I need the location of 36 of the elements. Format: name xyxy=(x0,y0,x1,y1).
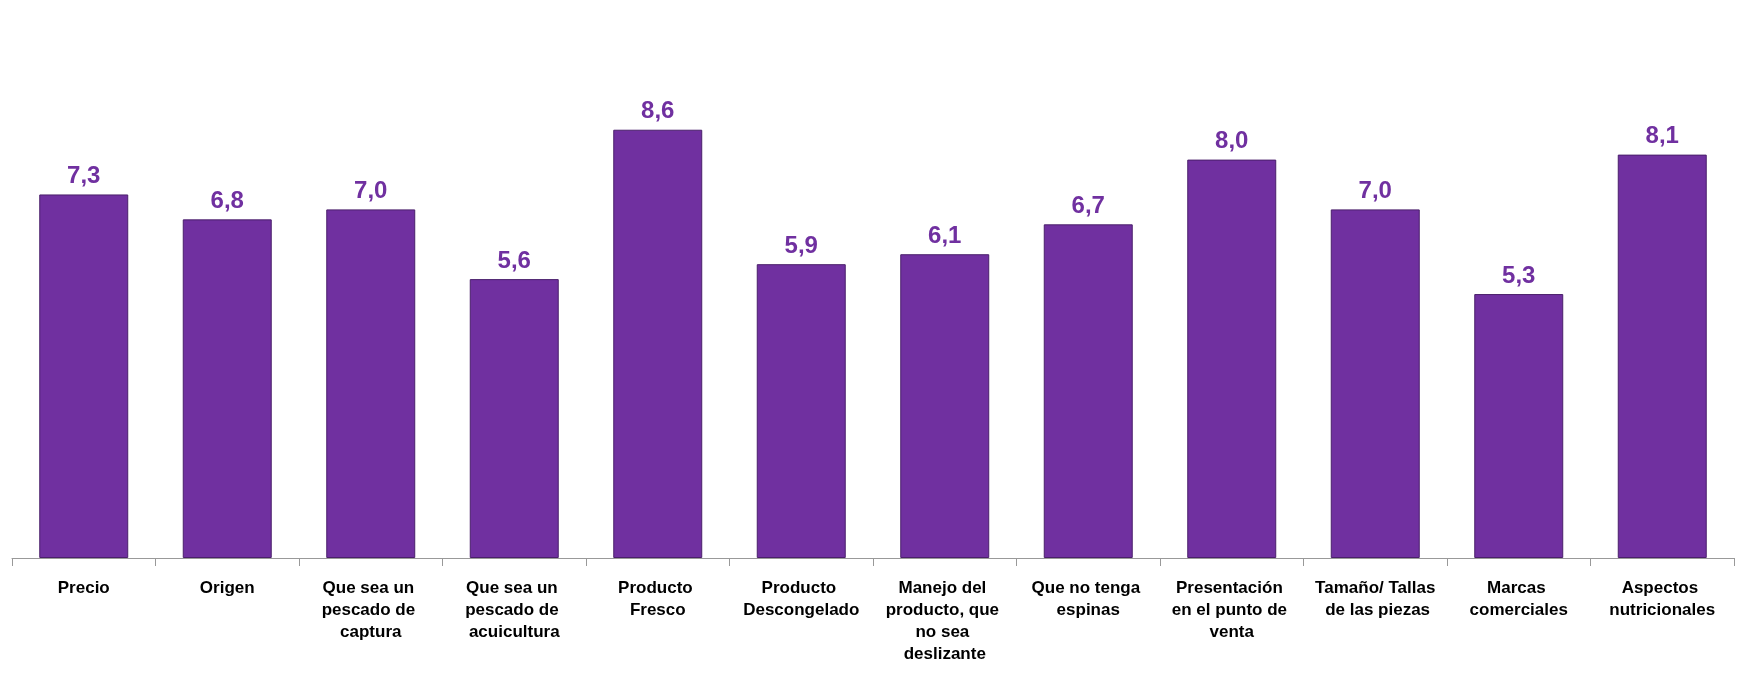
bar xyxy=(900,254,990,558)
data-label: 8,1 xyxy=(1645,121,1679,149)
bar xyxy=(1187,159,1277,558)
x-tick-label: Que sea un pescado de captura xyxy=(321,577,420,641)
bar xyxy=(756,264,846,558)
data-label: 7,3 xyxy=(67,160,101,188)
data-label: 5,6 xyxy=(497,245,531,273)
x-tick-label: Presentación en el punto de venta xyxy=(1171,577,1292,641)
bar xyxy=(326,209,416,558)
x-tick-label: Origen xyxy=(199,577,255,597)
bar xyxy=(613,129,703,558)
data-label: 6,7 xyxy=(1071,190,1105,218)
x-tick-label: Producto Fresco xyxy=(618,577,698,619)
bar xyxy=(1474,294,1564,558)
x-tick-label: Precio xyxy=(57,577,110,597)
x-tick-label: Producto Descongelado xyxy=(743,577,860,619)
data-label: 6,8 xyxy=(210,185,244,213)
x-tick-label: Tamaño/ Tallas de las piezas xyxy=(1315,577,1436,619)
data-label: 5,3 xyxy=(1502,260,1536,288)
data-label: 8,6 xyxy=(641,96,675,124)
x-tick-label: Aspectos nutricionales xyxy=(1609,577,1716,619)
x-tick-label: Manejo del producto, que no sea deslizante xyxy=(885,577,1004,663)
bar xyxy=(182,219,272,558)
data-label: 5,9 xyxy=(784,230,818,258)
bar xyxy=(469,279,559,558)
x-tick-label: Que sea un pescado de acuicultura xyxy=(465,577,564,641)
bar xyxy=(1617,154,1707,558)
bar xyxy=(1043,224,1133,558)
data-label: 8,0 xyxy=(1215,126,1249,154)
data-label: 7,0 xyxy=(1358,175,1392,203)
bar xyxy=(1330,209,1420,558)
x-tick-label: Marcas comerciales xyxy=(1469,577,1568,619)
data-label: 6,1 xyxy=(928,220,962,248)
x-tick-label: Que no tenga espinas xyxy=(1031,577,1145,619)
data-label: 7,0 xyxy=(354,175,388,203)
bar xyxy=(39,194,129,558)
